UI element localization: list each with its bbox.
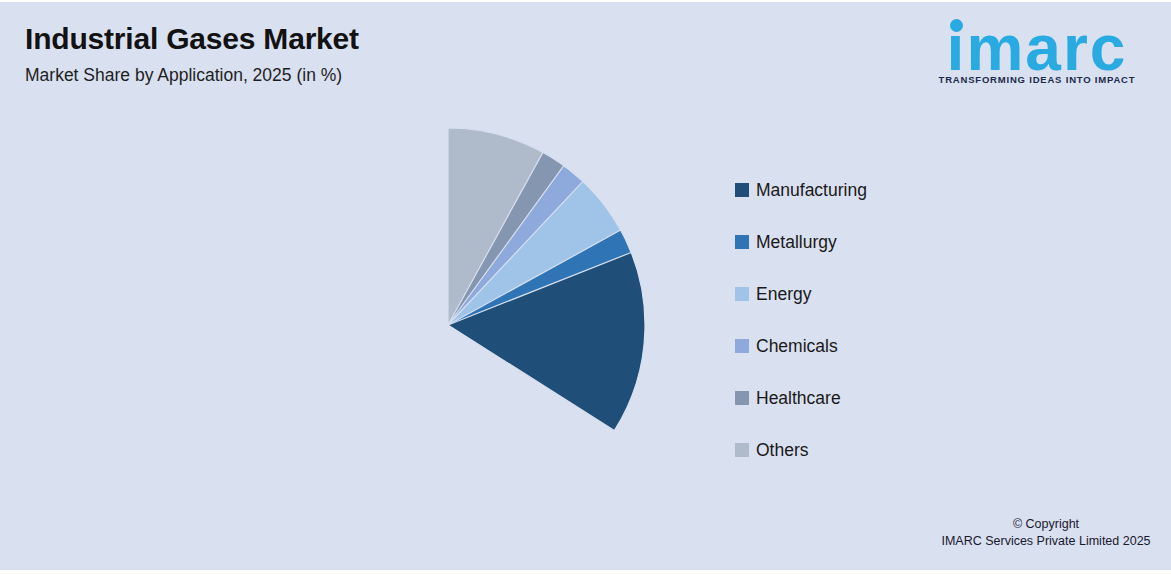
copyright: © Copyright IMARC Services Private Limit… bbox=[926, 516, 1166, 550]
imarc-wordmark-row: ımarc bbox=[947, 16, 1128, 80]
legend-swatch-icon bbox=[735, 443, 749, 457]
copyright-line2: IMARC Services Private Limited 2025 bbox=[926, 533, 1166, 550]
legend-swatch-icon bbox=[735, 391, 749, 405]
imarc-logo: ımarc TRANSFORMING IDEAS INTO IMPACT bbox=[919, 16, 1155, 85]
legend-label: Chemicals bbox=[756, 336, 838, 357]
chart-header: Industrial Gases Market Market Share by … bbox=[25, 22, 359, 86]
legend-label: Energy bbox=[756, 284, 811, 305]
legend-item-metallurgy: Metallurgy bbox=[735, 234, 867, 250]
legend-label: Healthcare bbox=[756, 388, 841, 409]
legend-swatch-icon bbox=[735, 235, 749, 249]
legend-item-manufacturing: Manufacturing bbox=[735, 182, 867, 198]
legend-swatch-icon bbox=[735, 339, 749, 353]
page-title: Industrial Gases Market bbox=[25, 22, 359, 56]
imarc-wordmark-text: ımarc bbox=[947, 16, 1128, 80]
copyright-line1: © Copyright bbox=[926, 516, 1166, 533]
legend-item-healthcare: Healthcare bbox=[735, 390, 867, 406]
legend-swatch-icon bbox=[735, 183, 749, 197]
legend-label: Manufacturing bbox=[756, 180, 867, 201]
page-subtitle: Market Share by Application, 2025 (in %) bbox=[25, 65, 359, 86]
imarc-logo-dot-icon bbox=[950, 19, 963, 32]
legend-swatch-icon bbox=[735, 287, 749, 301]
legend-item-energy: Energy bbox=[735, 286, 867, 302]
chart-card: Industrial Gases Market Market Share by … bbox=[0, 2, 1171, 570]
pie-chart bbox=[248, 125, 648, 525]
legend-label: Others bbox=[756, 440, 809, 461]
legend: Manufacturing Metallurgy Energy Chemicals He… bbox=[735, 182, 867, 494]
legend-item-chemicals: Chemicals bbox=[735, 338, 867, 354]
legend-item-others: Others bbox=[735, 442, 867, 458]
pie-chart-container bbox=[248, 125, 648, 525]
legend-label: Metallurgy bbox=[756, 232, 837, 253]
